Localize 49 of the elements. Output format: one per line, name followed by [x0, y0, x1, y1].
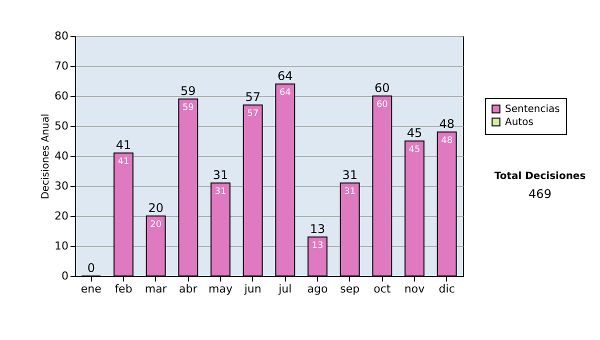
x-tick-label: abr: [179, 282, 198, 296]
y-tick-label: 40: [54, 150, 68, 162]
y-tick-label: 30: [54, 180, 68, 192]
data-label: 45: [408, 145, 420, 155]
x-tick-label: ene: [80, 282, 102, 296]
total-label: 0: [87, 261, 95, 275]
x-tick-label: sep: [340, 282, 360, 296]
data-label: 48: [441, 136, 453, 146]
total-label: 59: [180, 84, 196, 98]
total-label: 31: [342, 168, 358, 182]
y-tick-label: 10: [54, 240, 68, 252]
data-label: 20: [150, 220, 162, 230]
total-label: 57: [245, 90, 260, 104]
total-label: 31: [212, 168, 228, 182]
total-label: 13: [310, 222, 326, 236]
x-tick-label: oct: [374, 282, 392, 296]
total-label: 45: [406, 126, 422, 140]
total-label: 41: [116, 138, 132, 152]
total-label: 64: [278, 69, 293, 83]
y-tick-label: 50: [54, 120, 68, 132]
x-tick-label: may: [208, 282, 233, 296]
data-label: 31: [214, 187, 226, 197]
x-tick-label: dic: [438, 282, 455, 296]
y-tick-label: 0: [62, 270, 68, 282]
data-label: 64: [279, 88, 292, 98]
y-tick-label: 80: [54, 30, 68, 42]
legend-label: Sentencias: [505, 104, 560, 115]
y-tick-label: 70: [54, 60, 68, 72]
x-tick-label: jun: [243, 282, 262, 296]
total-label: 60: [374, 81, 390, 95]
data-label: 59: [182, 103, 194, 113]
text: Total Decisiones: [494, 171, 586, 182]
x-tick-label: ago: [307, 282, 328, 296]
legend-label: Autos: [505, 117, 534, 128]
x-tick-label: jul: [278, 282, 292, 296]
text: 469: [528, 187, 552, 201]
data-label: 31: [344, 187, 356, 197]
y-tick-label: 20: [54, 210, 68, 222]
x-tick-label: nov: [404, 282, 426, 296]
data-label: 41: [118, 157, 130, 167]
data-label: 60: [376, 100, 388, 110]
x-tick-label: feb: [114, 282, 132, 296]
data-label: 13: [312, 241, 324, 251]
data-label: 57: [247, 109, 259, 119]
y-tick-label: 60: [54, 90, 68, 102]
y-axis-title: Decisiones Anual: [40, 114, 52, 200]
total-label: 48: [439, 117, 454, 131]
x-tick-label: mar: [144, 282, 168, 296]
total-label: 20: [148, 201, 164, 215]
